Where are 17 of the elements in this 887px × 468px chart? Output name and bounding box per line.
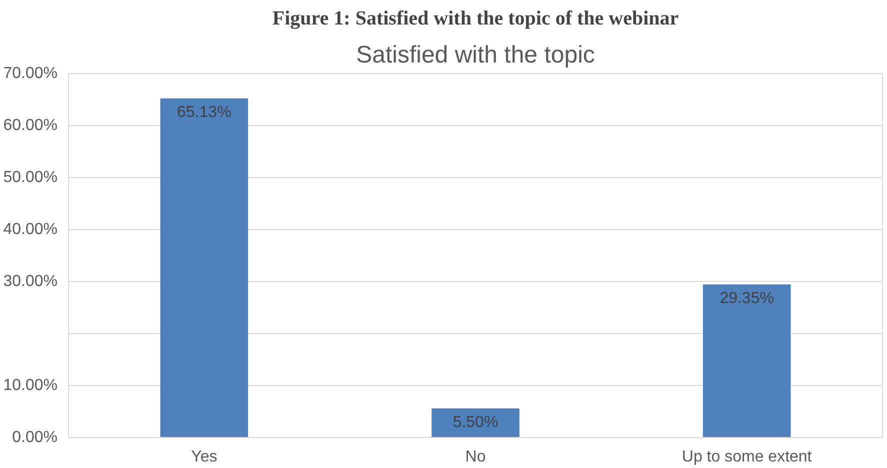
x-tick-label: No: [465, 448, 486, 466]
y-tick-label: 60.00%: [3, 117, 58, 134]
x-tick-label: Yes: [191, 448, 218, 466]
chart-title: Figure 1: Satisfied with the topic of the webinar: [272, 8, 679, 30]
y-tick-label: 10.00%: [3, 377, 58, 394]
bar: [702, 284, 791, 438]
y-tick-label: 30.00%: [3, 273, 58, 290]
x-tick-label: Up to some extent: [682, 448, 812, 466]
data-label: 29.35%: [720, 290, 774, 307]
y-tick-label: 40.00%: [3, 221, 58, 238]
y-tick-label: 50.00%: [3, 169, 58, 186]
bar: [160, 98, 248, 438]
data-label: 65.13%: [177, 104, 232, 121]
y-tick-label: 0.00%: [12, 429, 58, 446]
y-tick-label: 70.00%: [3, 65, 58, 82]
chart-subtitle: Satisfied with the topic: [356, 42, 595, 68]
data-label: 5.50%: [452, 414, 498, 431]
